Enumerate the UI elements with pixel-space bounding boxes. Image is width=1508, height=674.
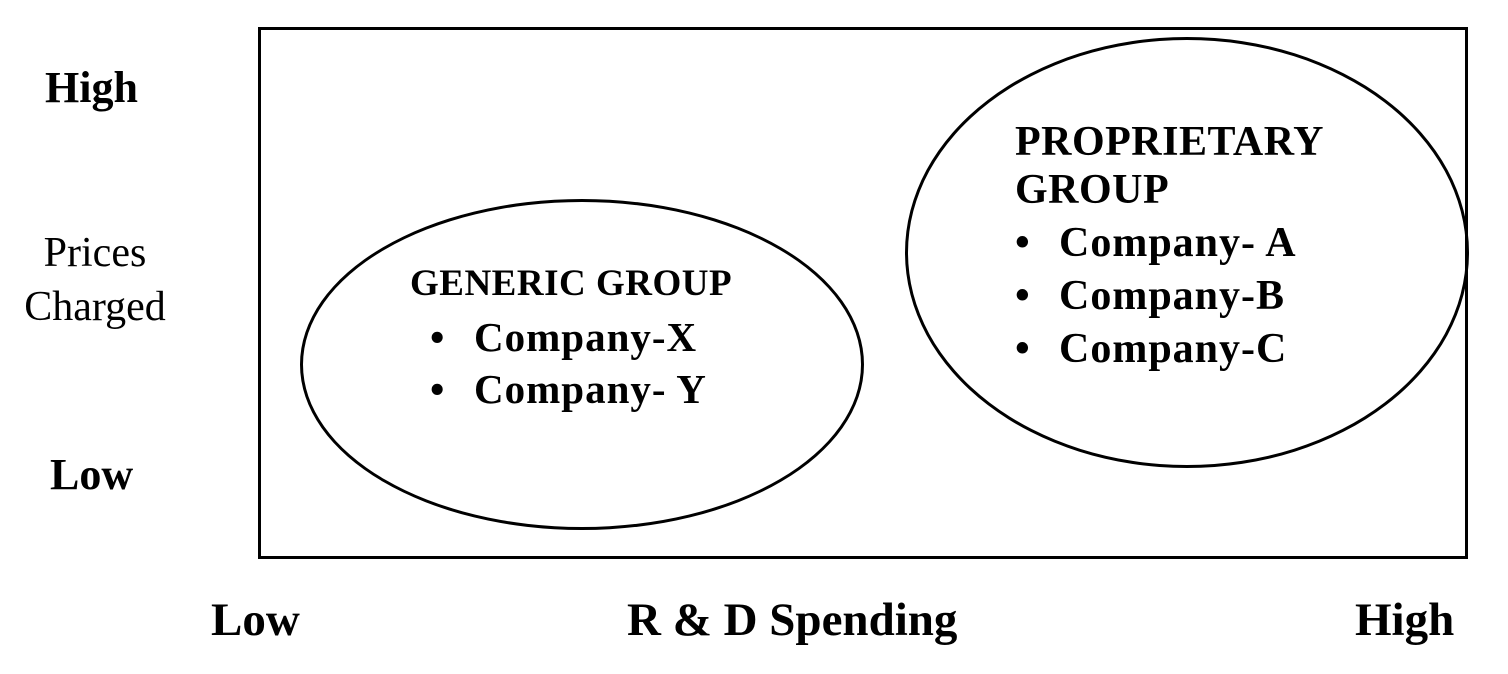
- generic-group-title: GENERIC GROUP: [410, 263, 733, 304]
- generic-group-ellipse: [300, 199, 864, 530]
- y-axis-high-label: High: [45, 63, 138, 112]
- proprietary-group-title: PROPRIETARY GROUP: [1015, 118, 1324, 214]
- generic-group-list: • Company-X • Company- Y: [430, 311, 707, 415]
- y-axis-title-line1: Prices: [43, 230, 147, 276]
- company-x-label: Company-X: [474, 314, 698, 360]
- bullet-icon: •: [1015, 273, 1031, 319]
- y-axis-title: Prices Charged: [10, 226, 180, 334]
- company-c-label: Company-C: [1059, 326, 1288, 372]
- proprietary-group-list: • Company- A • Company-B • Company-C: [1015, 217, 1297, 376]
- x-axis-high-label: High: [1355, 594, 1455, 646]
- y-axis-low-label: Low: [50, 450, 134, 499]
- proprietary-group-ellipse: [905, 37, 1469, 468]
- list-item: • Company-B: [1015, 270, 1297, 323]
- bullet-icon: •: [430, 314, 446, 360]
- list-item: • Company-X: [430, 311, 707, 363]
- company-y-label: Company- Y: [474, 366, 707, 412]
- list-item: • Company-C: [1015, 323, 1297, 376]
- x-axis-title: R & D Spending: [627, 594, 958, 646]
- company-b-label: Company-B: [1059, 273, 1286, 319]
- bullet-icon: •: [1015, 220, 1031, 266]
- plot-frame: [258, 27, 1468, 559]
- proprietary-group-title-line1: PROPRIETARY: [1015, 119, 1324, 165]
- list-item: • Company- A: [1015, 217, 1297, 270]
- list-item: • Company- Y: [430, 363, 707, 415]
- bullet-icon: •: [1015, 326, 1031, 372]
- bullet-icon: •: [430, 366, 446, 412]
- x-axis-low-label: Low: [211, 594, 300, 646]
- company-a-label: Company- A: [1059, 220, 1297, 266]
- y-axis-title-line2: Charged: [24, 284, 166, 330]
- proprietary-group-title-line2: GROUP: [1015, 167, 1170, 213]
